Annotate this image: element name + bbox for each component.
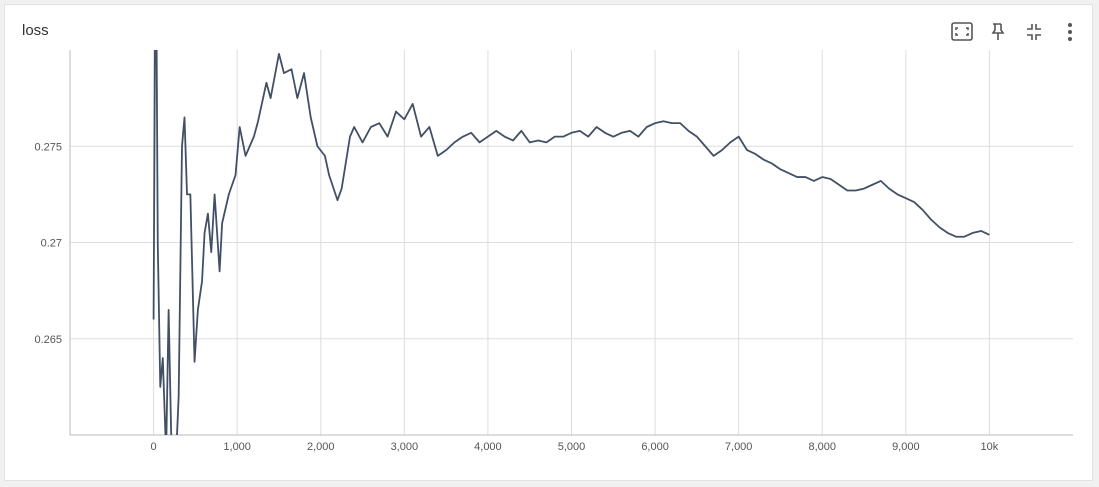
x-tick-label: 2,000: [307, 441, 335, 453]
x-tick-label: 8,000: [808, 441, 836, 453]
x-tick-label: 4,000: [474, 441, 502, 453]
toolbar: [951, 22, 1072, 41]
fit-domain-button[interactable]: [951, 22, 973, 41]
x-tick-label: 1,000: [223, 441, 251, 453]
loss-line: [152, 50, 990, 435]
y-tick-label: 0.265: [34, 334, 62, 346]
y-tick-label: 0.27: [41, 238, 62, 250]
x-tick-label: 0: [151, 441, 157, 453]
collapse-button[interactable]: [1027, 24, 1041, 40]
x-tick-label: 3,000: [391, 441, 419, 453]
pin-button[interactable]: [991, 23, 1005, 40]
y-tick-label: 0.275: [34, 141, 62, 153]
more-button[interactable]: [1068, 23, 1072, 41]
chart-title: loss: [22, 22, 49, 39]
x-tick-label: 5,000: [558, 441, 586, 453]
x-tick-label: 9,000: [892, 441, 920, 453]
x-tick-label: 6,000: [641, 441, 669, 453]
x-tick-label: 10k: [981, 441, 999, 453]
x-tick-label: 7,000: [725, 441, 753, 453]
